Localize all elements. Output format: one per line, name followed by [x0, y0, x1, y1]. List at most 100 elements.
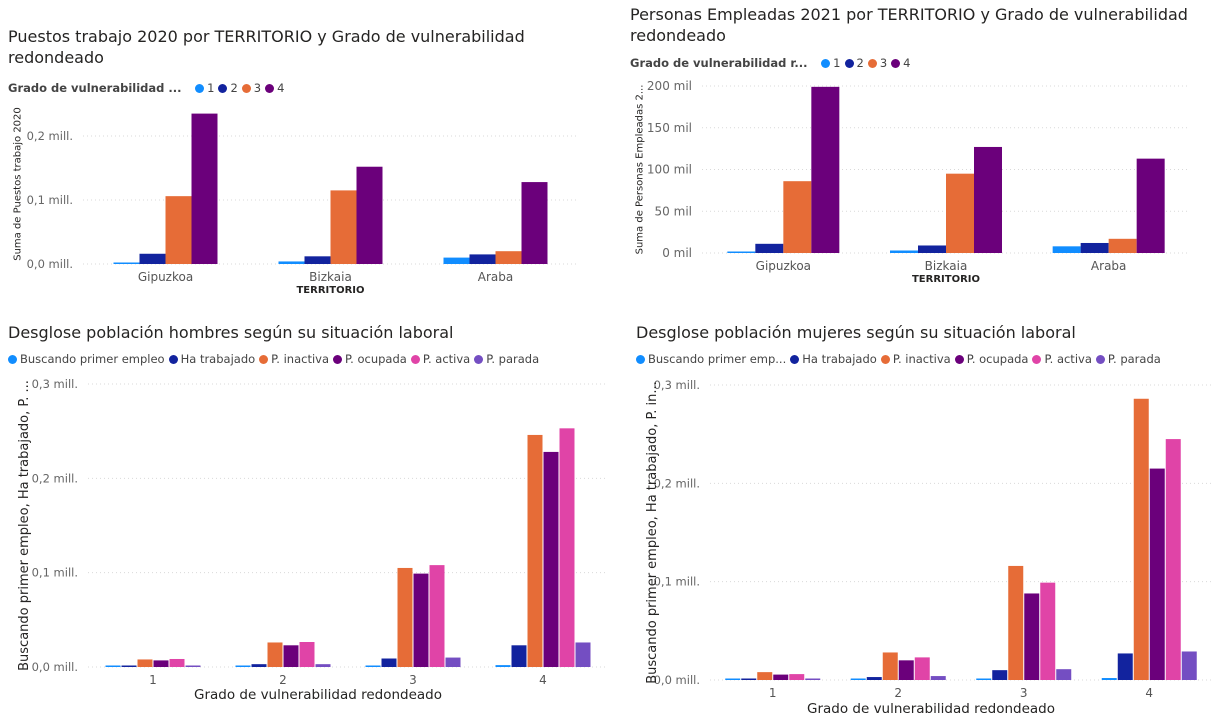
bar	[278, 261, 305, 264]
bar	[946, 173, 974, 253]
bar	[755, 243, 784, 253]
legend-label: 2	[230, 81, 238, 95]
bar	[805, 678, 821, 680]
bar	[992, 670, 1008, 680]
legend-label: P. ocupada	[966, 352, 1029, 366]
bar	[1008, 565, 1024, 680]
legend-marker	[241, 83, 251, 93]
legend-marker	[8, 354, 17, 364]
bar	[137, 659, 153, 667]
legend-label: Buscando primer emp...	[648, 352, 787, 366]
legend-marker	[1095, 354, 1105, 364]
bar	[976, 678, 992, 680]
legend-item[interactable]: P. activa	[1032, 352, 1092, 366]
chart-legend: Buscando primer empleo Ha trabajado P. ina…	[8, 352, 543, 366]
bar	[725, 678, 741, 680]
bar	[139, 253, 166, 264]
chart-title: Desglose población hombres según su situ…	[8, 323, 454, 342]
bar-chart: 0,0 mill. 0,1 mill. 0,2 mill. Suma de Puest…	[12, 107, 578, 296]
legend-marker	[410, 354, 420, 364]
legend-item[interactable]: P. inactiva	[880, 352, 951, 366]
legend-item[interactable]: 4	[891, 56, 910, 70]
bar	[1040, 582, 1056, 680]
legend-item[interactable]: Buscando primer empleo	[8, 352, 165, 366]
legend-item[interactable]: P. inactiva	[259, 352, 329, 366]
bar	[299, 642, 315, 667]
bar	[330, 190, 357, 264]
legend-item[interactable]: P. ocupada	[333, 352, 407, 366]
y-tick-label: 0,0 mill.	[32, 660, 78, 674]
legend-item[interactable]: Ha trabajado	[790, 352, 877, 366]
bar	[757, 672, 773, 680]
y-tick-label: 0,3 mill.	[32, 377, 78, 391]
chart-panel-puestos: Puestos trabajo 2020 por TERRITORIO y Gr…	[8, 26, 608, 306]
legend-marker	[1032, 354, 1042, 364]
bar	[974, 146, 1002, 253]
bar	[1117, 653, 1133, 680]
bar	[1149, 468, 1165, 680]
legend-marker	[195, 83, 205, 93]
legend-item[interactable]: 2	[218, 81, 238, 95]
legend-item[interactable]: P. activa	[410, 352, 470, 366]
x-tick-label: Gipuzkoa	[756, 259, 811, 273]
bar	[727, 251, 756, 253]
y-tick-label: 0,2 mill.	[27, 129, 73, 143]
y-tick-label: 0,1 mill.	[654, 575, 700, 589]
x-axis-label: TERRITORIO	[912, 274, 980, 285]
legend-item[interactable]: Ha trabajado	[168, 352, 255, 366]
bar	[495, 665, 511, 667]
bar	[575, 642, 591, 667]
x-tick-label: 2	[894, 686, 902, 700]
legend-item[interactable]: 3	[241, 81, 261, 95]
legend-label: P. parada	[1107, 352, 1161, 366]
bar	[365, 665, 381, 667]
bar	[1052, 246, 1081, 253]
bar	[930, 676, 946, 680]
bar	[381, 658, 397, 667]
y-tick-label: 0,1 mill.	[32, 566, 78, 580]
legend-label: 4	[277, 81, 285, 95]
legend-item[interactable]: P. ocupada	[954, 352, 1029, 366]
legend-marker	[636, 354, 645, 364]
legend-item[interactable]: 1	[821, 56, 841, 70]
x-tick-label: Bizkaia	[925, 259, 968, 273]
x-tick-label: Bizkaia	[309, 270, 352, 284]
y-axis-label: Buscando primer empleo, Ha trabajado, P.…	[17, 380, 32, 671]
bar	[113, 262, 140, 264]
bar	[1136, 158, 1165, 253]
chart-legend: Grado de vulnerabilidad ... 1 2 3 4	[8, 81, 288, 95]
legend-marker	[474, 354, 484, 364]
x-tick-label: 2	[279, 673, 287, 687]
legend-marker	[333, 354, 343, 364]
bar	[783, 181, 812, 253]
legend-item[interactable]: Buscando primer emp...	[636, 352, 786, 366]
bar	[1165, 439, 1181, 680]
legend-marker	[844, 58, 854, 68]
x-tick-label: 3	[1020, 686, 1028, 700]
bar-chart: 0,0 mill. 0,1 mill. 0,2 mill. 0,3 mill.Busc…	[17, 377, 608, 703]
legend-label: Ha trabajado	[802, 352, 877, 366]
bar	[1024, 593, 1040, 680]
legend-marker	[790, 354, 800, 364]
legend-item[interactable]: 2	[844, 56, 864, 70]
legend-item[interactable]: 3	[867, 56, 887, 70]
legend-item[interactable]: 4	[265, 81, 284, 95]
legend-label: P. parada	[486, 352, 540, 366]
bar	[105, 665, 121, 667]
chart-legend: Buscando primer emp... Ha trabajado P. ina…	[636, 352, 1165, 366]
y-tick-label: 0,3 mill.	[654, 378, 700, 392]
y-tick-label: 200 mil	[647, 79, 692, 93]
legend-item[interactable]: 1	[195, 81, 214, 95]
bar	[1108, 238, 1137, 253]
x-tick-label: Araba	[478, 270, 513, 284]
bar	[153, 660, 169, 667]
bar	[283, 645, 299, 667]
bar	[918, 245, 946, 253]
x-axis-label: Grado de vulnerabilidad redondeado	[194, 687, 442, 703]
x-tick-label: 1	[769, 686, 777, 700]
legend-item[interactable]: P. parada	[474, 352, 539, 366]
legend-label: 1	[833, 56, 841, 70]
legend-item[interactable]: P. parada	[1095, 352, 1161, 366]
legend-marker	[867, 58, 877, 68]
